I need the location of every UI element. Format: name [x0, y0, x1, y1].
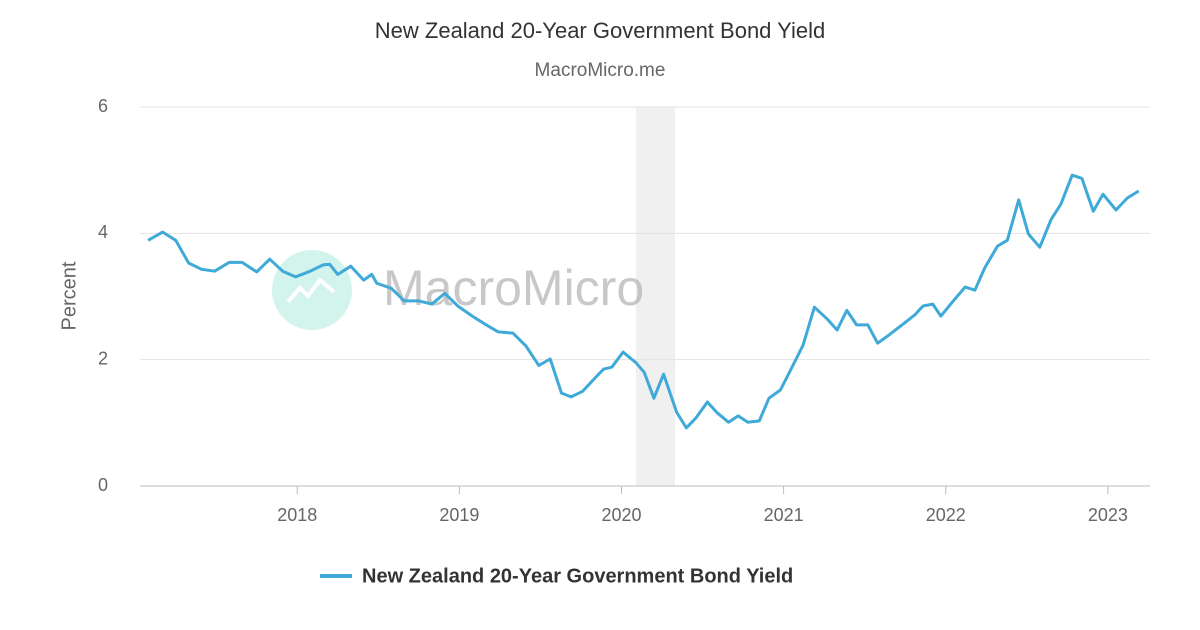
y-axis-label: Percent — [58, 261, 80, 330]
legend-label: New Zealand 20-Year Government Bond Yiel… — [362, 565, 793, 587]
watermark-logo — [272, 250, 352, 330]
logo-mark — [286, 277, 336, 304]
x-tick-label: 2019 — [439, 505, 479, 525]
x-tick-label: 2020 — [601, 505, 641, 525]
recession-band — [636, 107, 675, 486]
x-tick-label: 2022 — [926, 505, 966, 525]
watermark-text: MacroMicro — [383, 260, 644, 316]
chart-subtitle: MacroMicro.me — [535, 60, 666, 81]
data-line — [147, 173, 1140, 430]
chart-title: New Zealand 20-Year Government Bond Yiel… — [375, 18, 825, 43]
y-tick-label: 0 — [98, 475, 108, 495]
x-tick-label: 2023 — [1088, 505, 1128, 525]
x-tick-label: 2018 — [277, 505, 317, 525]
logo-circle — [272, 250, 352, 330]
y-tick-label: 2 — [98, 348, 108, 368]
y-tick-label: 6 — [98, 96, 108, 116]
x-tick-label: 2021 — [764, 505, 804, 525]
y-tick-label: 4 — [98, 222, 108, 242]
